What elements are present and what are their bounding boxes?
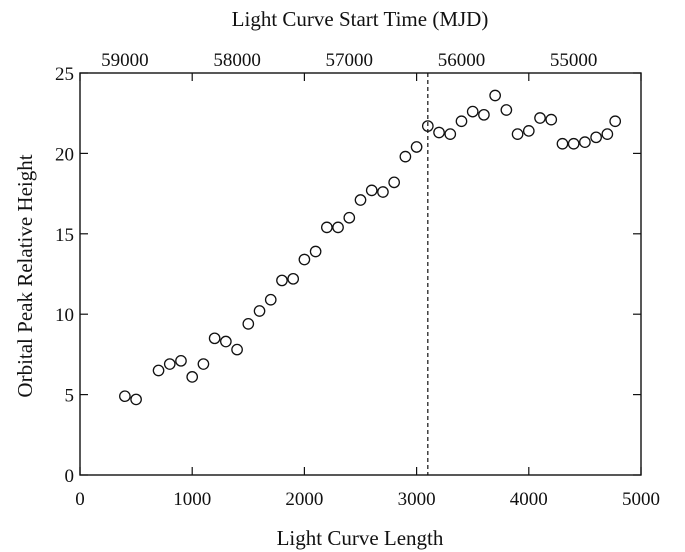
data-point (522, 125, 535, 137)
data-point (163, 358, 176, 370)
data-point (298, 253, 311, 266)
data-point (609, 115, 622, 128)
data-point (354, 194, 367, 206)
y-tick-label: 25 (55, 64, 74, 85)
x-tick-label: 4000 (510, 489, 548, 510)
data-point (119, 390, 131, 403)
data-point (444, 128, 457, 140)
data-point (489, 89, 501, 102)
y-axis-title: Orbital Peak Relative Height (13, 154, 37, 397)
data-point (343, 211, 356, 224)
data-point (421, 120, 434, 132)
data-point (455, 115, 468, 128)
y-tick-label: 15 (55, 225, 74, 246)
data-point (242, 317, 255, 330)
data-point (433, 126, 445, 139)
data-point (410, 141, 423, 153)
data-point (500, 104, 513, 116)
data-point (175, 354, 187, 367)
top-x-tick-label: 55000 (550, 50, 598, 71)
x-tick-label: 2000 (285, 489, 323, 510)
data-point (320, 221, 333, 234)
data-point (332, 221, 344, 234)
data-point (231, 343, 243, 356)
top-x-tick-label: 56000 (438, 50, 486, 71)
y-tick-label: 0 (65, 466, 75, 487)
y-tick-label: 20 (55, 144, 74, 165)
data-point (601, 128, 614, 140)
data-point (545, 113, 558, 126)
x-tick-label: 0 (75, 489, 85, 510)
top-axis-title: Light Curve Start Time (MJD) (232, 7, 489, 31)
data-point (208, 332, 221, 345)
data-point (276, 274, 288, 287)
top-x-tick-label: 58000 (213, 50, 261, 71)
data-point (365, 184, 378, 197)
x-tick-label: 5000 (622, 489, 660, 510)
data-point (220, 335, 232, 348)
data-point (466, 105, 479, 118)
data-point (377, 186, 389, 198)
data-point (399, 150, 412, 163)
data-point (534, 112, 546, 124)
plot-frame (79, 72, 642, 476)
x-axis-title: Light Curve Length (277, 526, 444, 550)
data-point (511, 128, 524, 140)
data-point (309, 245, 322, 258)
data-point (567, 137, 580, 150)
data-point (388, 176, 401, 189)
x-tick-label: 1000 (173, 489, 211, 510)
data-point (590, 131, 602, 144)
data-point (130, 393, 142, 406)
top-x-tick-label: 59000 (101, 50, 149, 71)
data-point (264, 293, 277, 306)
data-point (253, 305, 266, 317)
y-tick-label: 5 (65, 386, 75, 407)
data-point (287, 272, 300, 285)
data-point (152, 364, 165, 377)
data-point (478, 108, 490, 121)
x-tick-label: 3000 (398, 489, 436, 510)
data-point (556, 137, 569, 150)
data-point (579, 136, 591, 148)
data-point (186, 371, 199, 383)
top-x-tick-label: 57000 (326, 50, 374, 71)
data-point (197, 358, 210, 370)
y-tick-label: 10 (55, 305, 74, 326)
